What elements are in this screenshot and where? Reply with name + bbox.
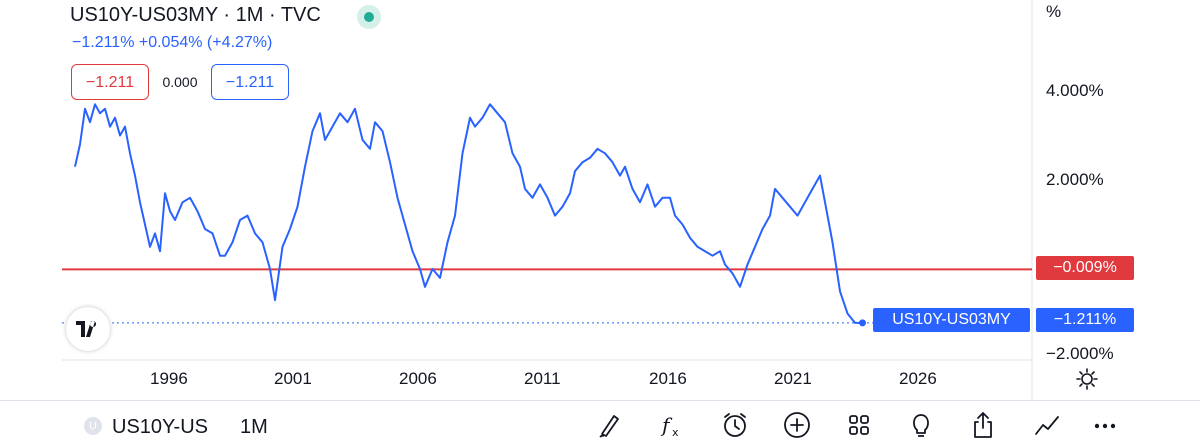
time-tick-2021: 2021: [774, 369, 812, 388]
symbol-label: US10Y-US03MY: [873, 308, 1030, 332]
time-tick-2011: 2011: [524, 369, 561, 388]
chart-title[interactable]: US10Y-US03MY · 1M · TVC: [70, 4, 321, 26]
price-tick-neg2: −2.000%: [1046, 344, 1114, 363]
fx-icon[interactable]: f x: [656, 410, 686, 440]
time-tick-1996: 1996: [150, 369, 188, 388]
bottom-toolbar: [0, 400, 1200, 440]
sell-button[interactable]: −1.211: [71, 64, 149, 100]
last-point: [859, 319, 866, 327]
time-tick-2006: 2006: [399, 369, 437, 388]
price-axis-unit: %: [1046, 2, 1062, 21]
lightbulb-icon[interactable]: [906, 410, 936, 440]
share-icon[interactable]: [968, 410, 998, 440]
price-tick-4: 4.000%: [1046, 81, 1104, 100]
svg-text:x: x: [672, 426, 679, 439]
buy-button[interactable]: −1.211: [211, 64, 289, 100]
brush-icon[interactable]: [594, 410, 624, 440]
more-icon[interactable]: [1090, 410, 1120, 440]
tradingview-logo-icon[interactable]: [66, 307, 110, 351]
symbol-search-button[interactable]: US10Y-US: [112, 416, 208, 438]
time-tick-2016: 2016: [649, 369, 687, 388]
interval-button[interactable]: 1M: [240, 416, 268, 438]
price-chart[interactable]: [0, 0, 1200, 400]
last-value-label: −1.211%: [1036, 308, 1134, 332]
settings-gear-icon[interactable]: [1076, 368, 1098, 390]
grid-icon[interactable]: [844, 410, 874, 440]
price-change: −1.211% +0.054% (+4.27%): [72, 34, 273, 51]
spread-value: 0.000: [162, 74, 198, 90]
time-tick-2026: 2026: [899, 369, 937, 388]
symbol-icon[interactable]: U: [84, 417, 102, 435]
horizontal-line-label: −0.009%: [1036, 256, 1134, 280]
series-line: [74, 103, 863, 324]
plus-circle-icon[interactable]: [782, 410, 812, 440]
alarm-icon[interactable]: [720, 410, 750, 440]
price-tick-2: 2.000%: [1046, 170, 1104, 189]
market-status-icon[interactable]: [357, 5, 381, 29]
time-tick-2001: 2001: [274, 369, 312, 388]
trend-icon[interactable]: [1032, 410, 1062, 440]
